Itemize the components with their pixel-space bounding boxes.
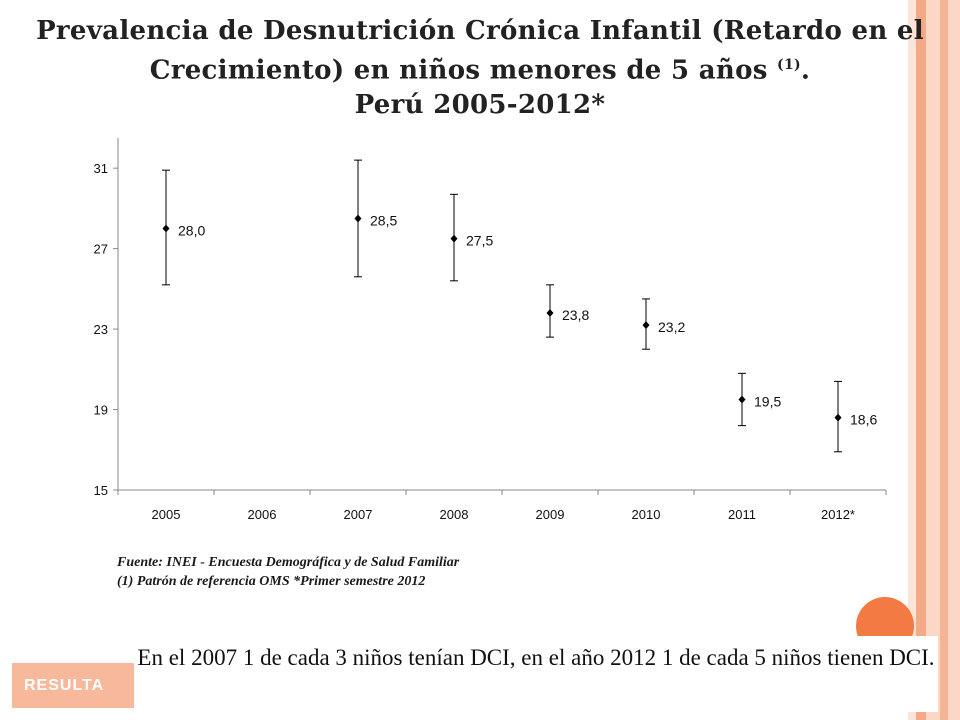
stripe [916,0,926,720]
slide-title: Prevalencia de Desnutrición Crónica Infa… [20,14,940,122]
stripe [926,0,940,720]
data-point [642,321,650,330]
title-line-1: Prevalencia de Desnutrición Crónica Infa… [36,16,924,46]
data-label: 23,2 [658,319,685,335]
x-tick-label: 2007 [344,507,373,522]
y-tick-label: 19 [94,403,108,418]
source-line-1: Fuente: INEI - Encuesta Demográfica y de… [117,555,460,570]
x-tick-label: 2010 [632,507,661,522]
x-tick-label: 2011 [728,507,756,522]
data-point [162,224,170,233]
stripe [908,0,916,720]
summary-note: En el 2007 1 de cada 3 niños tenían DCI,… [134,636,938,712]
x-tick-label: 2006 [248,507,277,522]
data-point [450,234,458,243]
data-label: 27,5 [466,233,493,249]
data-point [738,395,746,404]
data-point [546,308,554,317]
data-label: 18,6 [850,412,877,428]
x-tick-label: 2012* [821,507,855,522]
y-tick-label: 31 [94,161,108,176]
data-label: 23,8 [562,307,589,323]
title-line-2-end: . [800,55,811,86]
source-note: Fuente: INEI - Encuesta Demográfica y de… [117,553,459,591]
x-tick-label: 2008 [440,507,469,522]
chart: 15 19 23 27 31 2005 2006 2007 2008 2009 2010 2011 20… [94,138,887,522]
data-label: 28,0 [178,223,205,239]
title-line-2: Crecimiento) en niños menores de 5 años … [20,48,940,88]
y-tick-label: 15 [94,483,108,498]
x-tick-label: 2005 [152,507,181,522]
stripe [948,0,960,720]
stripe [940,0,948,720]
y-tick-label: 27 [94,242,108,257]
data-label: 28,5 [370,212,397,228]
section-tab: RESULTA [12,663,136,708]
title-line-2-text: Crecimiento) en niños menores de 5 años [149,55,768,86]
source-line-2: (1) Patrón de referencia OMS *Primer sem… [117,574,426,589]
decorative-stripes [908,0,960,720]
data-point [354,214,362,223]
title-footnote-marker: (1) [777,57,801,73]
x-tick-label: 2009 [536,507,565,522]
data-point [834,413,842,422]
title-line-3: Perú 2005-2012* [354,89,606,120]
y-tick-label: 23 [94,322,108,337]
data-label: 19,5 [754,393,781,409]
